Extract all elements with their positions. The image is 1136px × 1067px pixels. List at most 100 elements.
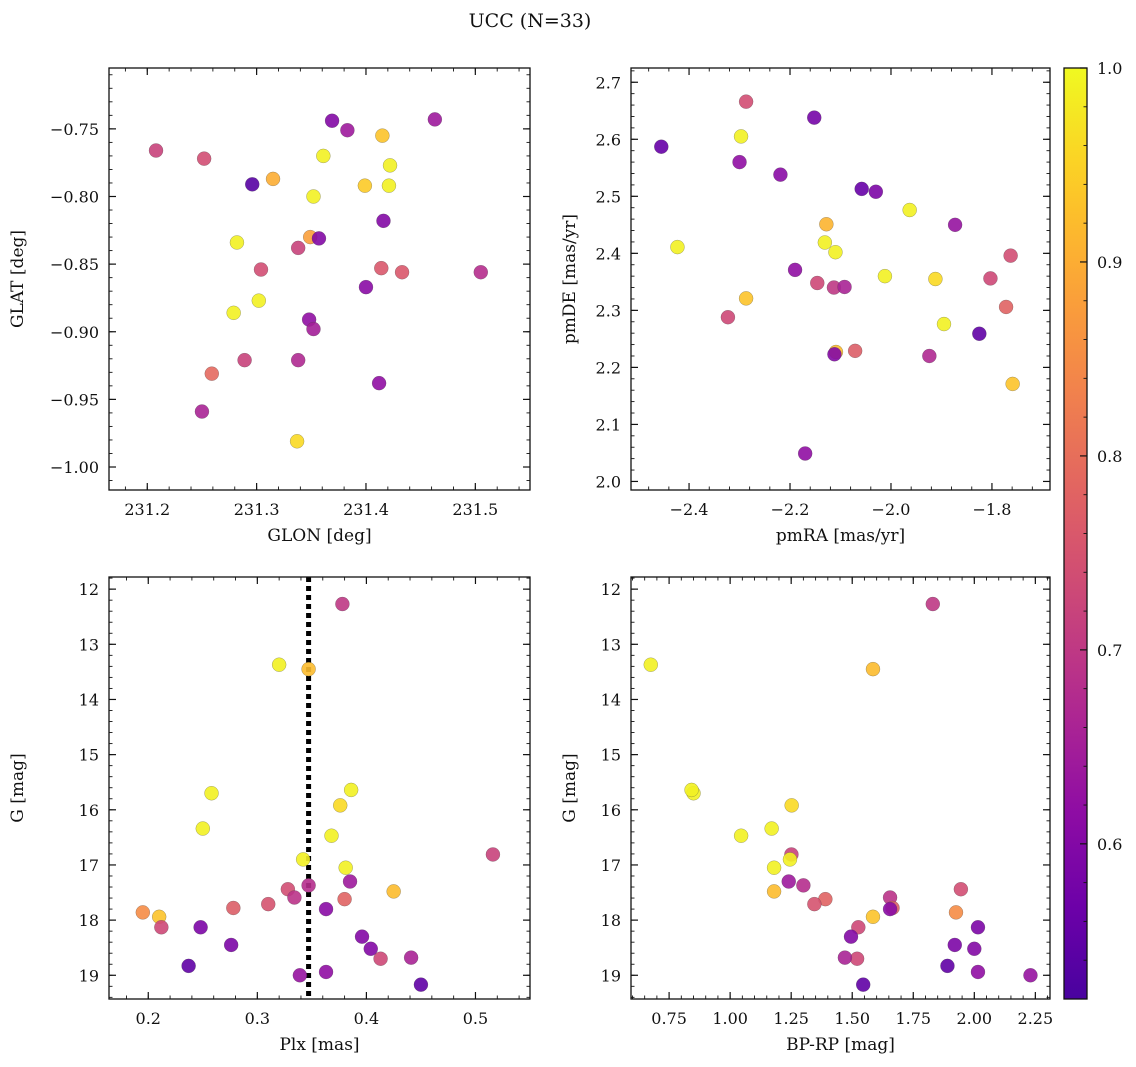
y-tick-label: 2.3 <box>596 301 621 320</box>
y-axis-label: G [mag] <box>8 753 28 822</box>
colorbar-tick-label: 0.6 <box>1097 835 1122 854</box>
scatter-point <box>868 184 884 199</box>
scatter-point <box>773 167 788 182</box>
scatter-points <box>643 596 1038 992</box>
scatter-point <box>654 139 669 154</box>
y-tick-label: 15 <box>601 746 621 765</box>
scatter-point <box>738 291 754 306</box>
scatter-point <box>766 860 782 875</box>
scatter-point <box>413 977 429 992</box>
x-tick-label: 1.50 <box>834 1009 870 1028</box>
scatter-point <box>925 596 940 612</box>
scatter-point <box>381 178 397 193</box>
scatter-point <box>195 821 210 836</box>
axes-frame <box>630 67 1051 491</box>
scatter-point <box>290 240 306 256</box>
scatter-point <box>226 900 241 916</box>
scatter-point <box>301 878 316 893</box>
y-tick-label: 2.1 <box>596 415 621 434</box>
scatter-point <box>764 821 779 836</box>
y-tick-label: −0.80 <box>50 187 99 206</box>
panel-bprp-g: 0.75 1.00 1.25 1.50 1.75 2.00 2.25 12 13 14 15 16 17… <box>560 576 1053 1055</box>
scatter-point <box>295 852 311 867</box>
scatter-point <box>354 929 370 944</box>
scatter-point <box>196 151 212 166</box>
scatter-point <box>386 884 401 899</box>
x-tick-label: 1.00 <box>712 1009 748 1028</box>
scatter-point <box>154 920 169 935</box>
scatter-point <box>229 235 245 250</box>
x-tick-label: −2.0 <box>872 500 911 519</box>
y-tick-label: −0.95 <box>50 390 99 409</box>
colorbar-tick-label: 0.9 <box>1097 253 1122 272</box>
scatter-point <box>223 937 239 953</box>
scatter-point <box>865 909 881 925</box>
scatter-point <box>967 941 982 957</box>
scatter-point <box>181 958 196 974</box>
y-tick-label: 2.0 <box>596 472 621 491</box>
colorbar-tick-label: 0.8 <box>1097 447 1122 466</box>
scatter-point <box>797 446 813 461</box>
x-tick-label: 2.00 <box>956 1009 992 1028</box>
scatter-points <box>135 596 501 992</box>
y-tick-label: 14 <box>601 690 621 709</box>
scatter-point <box>972 326 987 341</box>
scatter-point <box>781 874 796 889</box>
scatter-point <box>357 178 373 193</box>
scatter-point <box>335 596 350 612</box>
scatter-point <box>837 279 852 295</box>
scatter-point <box>358 279 374 295</box>
scatter-point <box>810 275 825 291</box>
scatter-point <box>936 316 952 332</box>
scatter-point <box>324 113 340 128</box>
x-tick-label: 231.2 <box>124 500 170 519</box>
y-tick-label: 2.2 <box>596 358 621 377</box>
scatter-point <box>837 950 853 965</box>
y-tick-label: 2.6 <box>596 130 621 149</box>
colorbar-gradient <box>1064 68 1087 999</box>
scatter-point <box>1023 968 1038 983</box>
scatter-point <box>643 657 658 672</box>
y-tick-label: 17 <box>601 856 621 875</box>
scatter-point <box>148 143 164 158</box>
scatter-point <box>265 171 281 187</box>
scatter-point <box>998 299 1014 315</box>
scatter-point <box>204 366 219 381</box>
scatter-point <box>337 891 352 907</box>
panels: 231.2 231.3 231.4 231.5 −1.00 −0.95 −0.90 −0.85… <box>8 67 1053 1055</box>
scatter-point <box>670 239 685 255</box>
scatter-point <box>784 798 799 813</box>
scatter-point <box>819 217 834 232</box>
x-tick-label: 0.75 <box>651 1009 687 1028</box>
scatter-point <box>473 265 488 280</box>
y-tick-label: 19 <box>79 966 99 985</box>
scatter-point <box>290 352 306 368</box>
colorbar-tick-label: 1.0 <box>1097 59 1122 78</box>
scatter-point <box>843 929 859 944</box>
y-tick-label: 16 <box>79 801 99 820</box>
panel-plx-g: 0.2 0.3 0.4 0.5 12 13 14 15 16 17 18 19 Plx [mas] G [… <box>8 576 531 1055</box>
scatter-point <box>953 882 969 897</box>
y-tick-label: 2.4 <box>596 244 621 263</box>
scatter-point <box>245 177 260 192</box>
scatter-point <box>902 202 917 218</box>
scatter-point <box>849 951 865 966</box>
scatter-point <box>485 847 501 862</box>
scatter-point <box>922 348 937 364</box>
scatter-point <box>720 310 736 325</box>
y-tick-label: 2.5 <box>596 187 621 206</box>
scatter-point <box>738 94 754 109</box>
y-tick-label: 13 <box>79 635 99 654</box>
y-tick-label: 18 <box>601 911 621 930</box>
scatter-point <box>292 968 308 983</box>
scatter-point <box>375 128 390 143</box>
scatter-point <box>827 347 842 362</box>
scatter-point <box>194 404 210 419</box>
y-tick-label: −1.00 <box>50 458 99 477</box>
scatter-point <box>193 920 208 935</box>
scatter-point <box>847 343 863 359</box>
scatter-point <box>261 896 276 912</box>
scatter-point <box>287 890 302 905</box>
scatter-point <box>947 937 962 953</box>
scatter-point <box>338 860 353 875</box>
